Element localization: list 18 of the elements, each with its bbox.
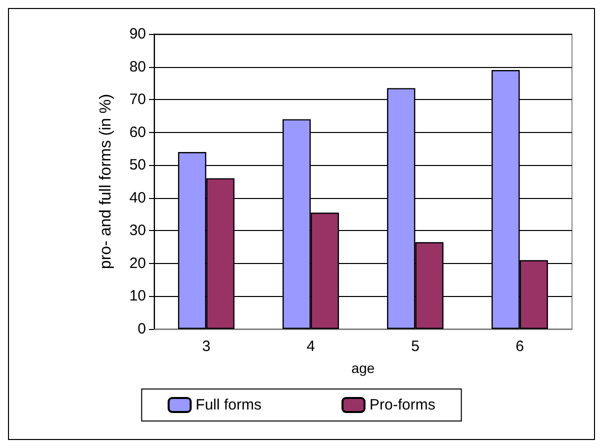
y-tick-label: 90 bbox=[129, 26, 146, 42]
x-tick-label: 3 bbox=[202, 338, 210, 355]
y-tick-label: 60 bbox=[129, 124, 146, 141]
y-tick-label: 30 bbox=[129, 222, 146, 240]
x-tick-label: 5 bbox=[411, 338, 420, 355]
legend-label: Full forms bbox=[196, 396, 262, 414]
legend-label: Pro-forms bbox=[370, 396, 436, 414]
y-tick-label: 50 bbox=[129, 156, 146, 174]
x-tick-label: 6 bbox=[516, 338, 524, 355]
y-tick-label: 80 bbox=[129, 58, 146, 76]
y-tick-label: 40 bbox=[129, 189, 146, 206]
x-axis-title: age bbox=[351, 360, 375, 376]
y-axis-title: pro- and full forms (in %) bbox=[98, 94, 114, 270]
x-tick-label: 4 bbox=[306, 338, 315, 355]
y-tick-label: 10 bbox=[129, 288, 146, 305]
y-tick-label: 20 bbox=[129, 254, 146, 272]
y-tick-label: 70 bbox=[129, 91, 146, 108]
y-tick-label: 0 bbox=[138, 320, 146, 338]
